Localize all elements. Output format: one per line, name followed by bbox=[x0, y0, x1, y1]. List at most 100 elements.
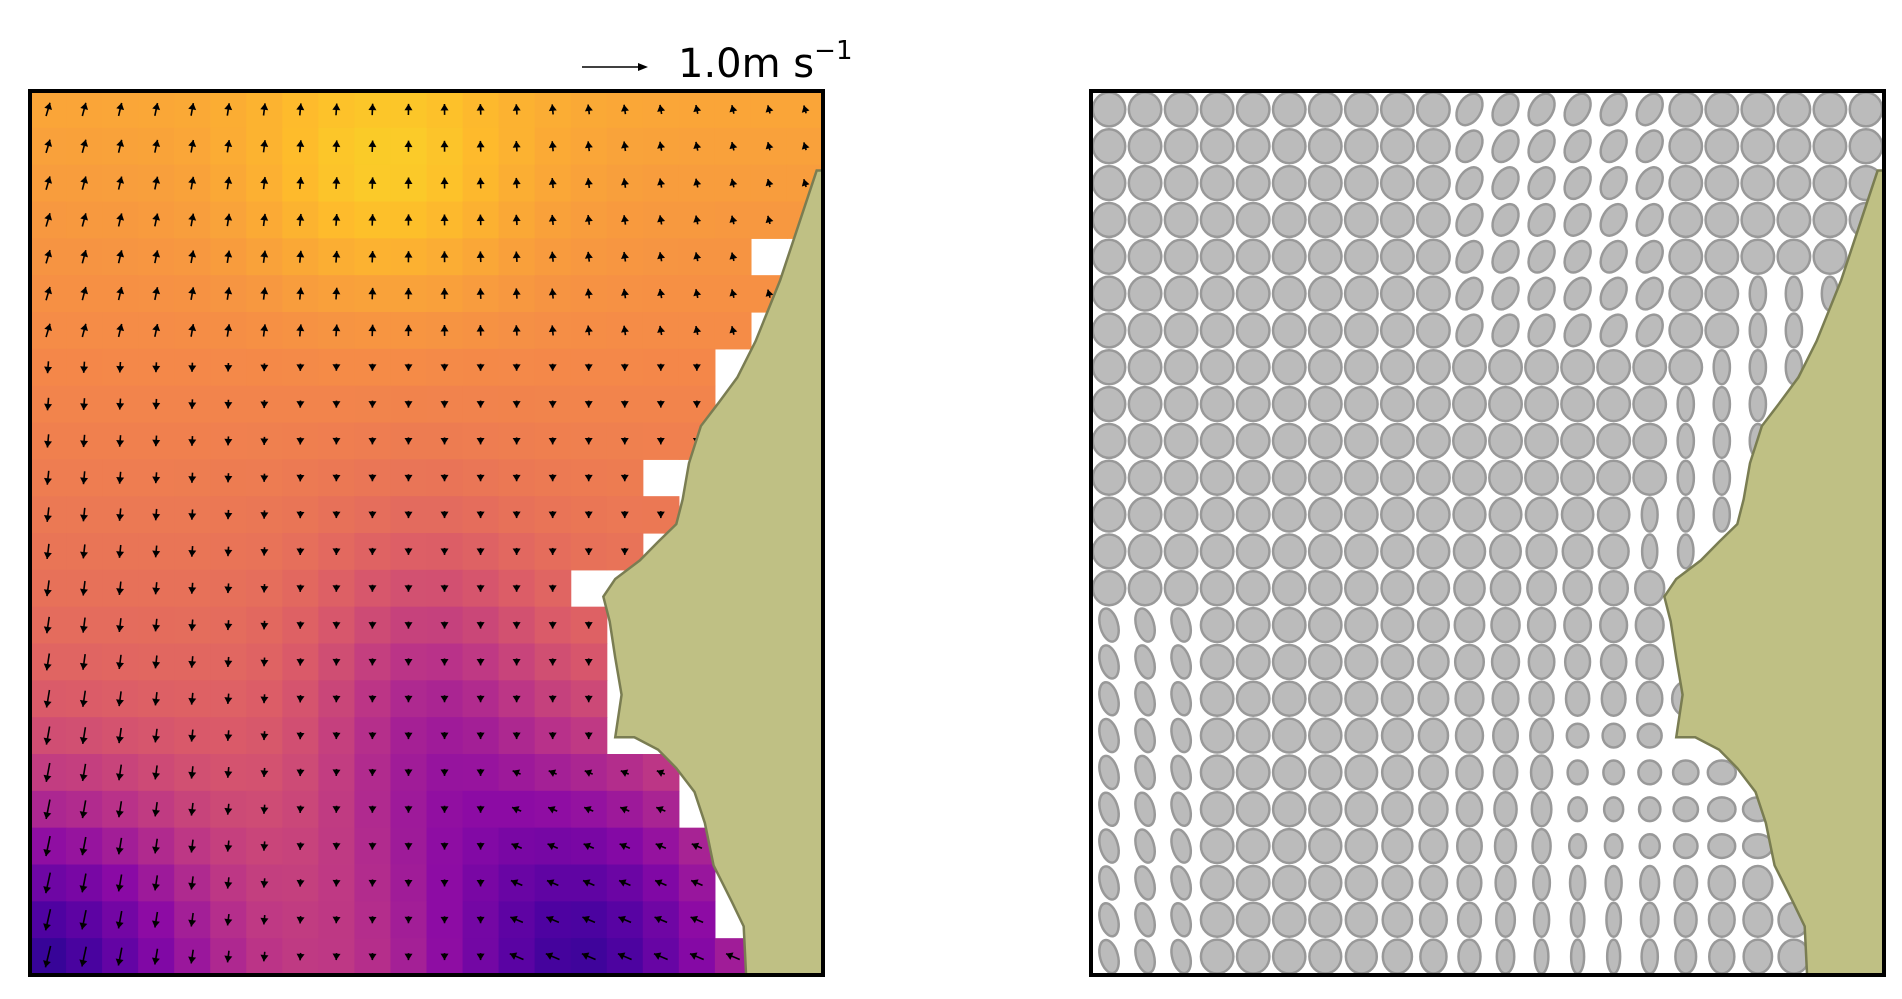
variance-ellipse bbox=[1199, 533, 1235, 570]
arrow-head bbox=[440, 401, 449, 408]
variance-ellipse bbox=[1235, 606, 1271, 644]
variance-ellipse bbox=[1235, 791, 1271, 828]
arrow-head bbox=[584, 141, 593, 149]
variance-ellipse bbox=[1380, 643, 1415, 681]
arrow-head bbox=[440, 953, 449, 961]
arrow-head bbox=[656, 511, 665, 519]
variance-ellipse bbox=[1235, 312, 1271, 349]
arrow-head bbox=[512, 511, 521, 519]
variance-ellipse bbox=[1605, 938, 1622, 975]
arrow-head bbox=[296, 287, 305, 295]
variance-ellipse bbox=[1235, 91, 1271, 128]
arrow-head bbox=[512, 214, 521, 222]
arrow-head bbox=[260, 917, 269, 925]
variance-ellipse bbox=[1524, 422, 1560, 460]
variance-ellipse bbox=[1632, 422, 1668, 460]
arrow-head bbox=[765, 105, 774, 113]
variance-ellipse bbox=[1455, 276, 1484, 311]
arrow-head bbox=[582, 915, 590, 924]
variance-ellipse bbox=[1163, 422, 1199, 460]
variance-ellipse bbox=[1605, 901, 1623, 938]
variance-ellipse bbox=[1127, 349, 1163, 386]
variance-ellipse bbox=[1199, 570, 1235, 607]
arrow-head bbox=[656, 438, 665, 445]
variance-ellipse bbox=[1418, 827, 1449, 865]
arrow-head bbox=[260, 177, 269, 184]
variance-ellipse bbox=[1635, 239, 1664, 274]
arrow-head bbox=[368, 474, 377, 482]
variance-ellipse bbox=[1170, 717, 1193, 754]
arrow-head bbox=[115, 958, 124, 966]
arrow-head bbox=[152, 624, 161, 632]
variance-ellipse bbox=[1704, 128, 1740, 165]
variance-ellipse bbox=[1199, 238, 1235, 275]
arrow-head bbox=[404, 622, 413, 629]
arrow-head bbox=[548, 695, 557, 703]
arrow-head bbox=[440, 732, 449, 740]
arrow-head bbox=[224, 697, 233, 704]
arrow-head bbox=[80, 176, 89, 184]
variance-ellipse bbox=[1491, 92, 1520, 127]
variance-ellipse bbox=[1812, 128, 1848, 165]
arrow-head bbox=[693, 252, 702, 260]
arrow-head bbox=[512, 732, 521, 740]
variance-ellipse bbox=[1091, 570, 1127, 607]
variance-ellipse bbox=[1271, 459, 1307, 496]
variance-ellipse bbox=[1235, 496, 1271, 533]
arrow-head bbox=[80, 440, 89, 448]
variance-ellipse bbox=[1379, 91, 1415, 128]
variance-ellipse bbox=[1344, 680, 1379, 717]
arrow-head bbox=[801, 142, 810, 150]
arrow-head bbox=[116, 176, 125, 184]
variance-ellipse bbox=[1271, 864, 1307, 902]
variance-ellipse bbox=[1563, 313, 1592, 348]
arrow-head bbox=[692, 364, 701, 371]
variance-ellipse bbox=[1456, 864, 1483, 902]
arrow-head bbox=[116, 402, 125, 410]
arrow-head bbox=[440, 324, 449, 332]
variance-ellipse bbox=[1127, 312, 1163, 349]
arrow-head bbox=[654, 915, 662, 924]
variance-ellipse bbox=[1380, 570, 1415, 607]
arrow-head bbox=[440, 438, 449, 445]
variance-ellipse bbox=[1417, 643, 1450, 681]
variance-ellipse bbox=[1415, 238, 1451, 275]
arrow-head bbox=[368, 437, 377, 445]
arrow-head bbox=[440, 843, 449, 850]
arrow-head bbox=[584, 401, 593, 408]
arrow-head bbox=[116, 323, 125, 332]
variance-ellipse bbox=[1091, 385, 1127, 423]
variance-ellipse bbox=[1381, 938, 1414, 975]
variance-ellipse bbox=[1491, 166, 1520, 201]
arrow-head bbox=[693, 215, 702, 223]
arrow-head bbox=[296, 585, 305, 592]
variance-ellipse bbox=[1235, 128, 1271, 165]
arrow-head bbox=[296, 401, 305, 408]
arrow-head bbox=[79, 922, 88, 930]
arrow-head bbox=[224, 140, 233, 147]
arrow-head bbox=[116, 551, 125, 558]
variance-ellipse bbox=[1235, 680, 1271, 717]
arrow-head bbox=[224, 807, 233, 815]
arrow-head bbox=[296, 177, 305, 184]
variance-ellipse bbox=[1379, 201, 1415, 239]
arrow-head bbox=[548, 659, 557, 666]
variance-ellipse bbox=[1235, 201, 1271, 239]
arrow-head bbox=[476, 880, 485, 887]
variance-ellipse bbox=[1170, 680, 1193, 717]
arrow-head bbox=[116, 514, 125, 521]
variance-ellipse bbox=[1344, 570, 1379, 607]
variance-ellipse bbox=[1343, 533, 1379, 570]
arrow-head bbox=[368, 103, 377, 111]
arrow-head bbox=[765, 179, 774, 187]
variance-ellipse bbox=[1271, 938, 1307, 975]
variance-ellipse bbox=[1199, 680, 1235, 717]
variance-ellipse bbox=[1704, 238, 1740, 275]
variance-ellipse bbox=[1452, 496, 1487, 533]
variance-ellipse bbox=[1271, 128, 1307, 165]
arrow-head bbox=[548, 769, 557, 777]
variance-ellipse bbox=[1415, 164, 1451, 202]
arrow-head bbox=[296, 250, 305, 258]
arrow-head bbox=[224, 881, 233, 889]
variance-ellipse bbox=[1740, 201, 1776, 239]
